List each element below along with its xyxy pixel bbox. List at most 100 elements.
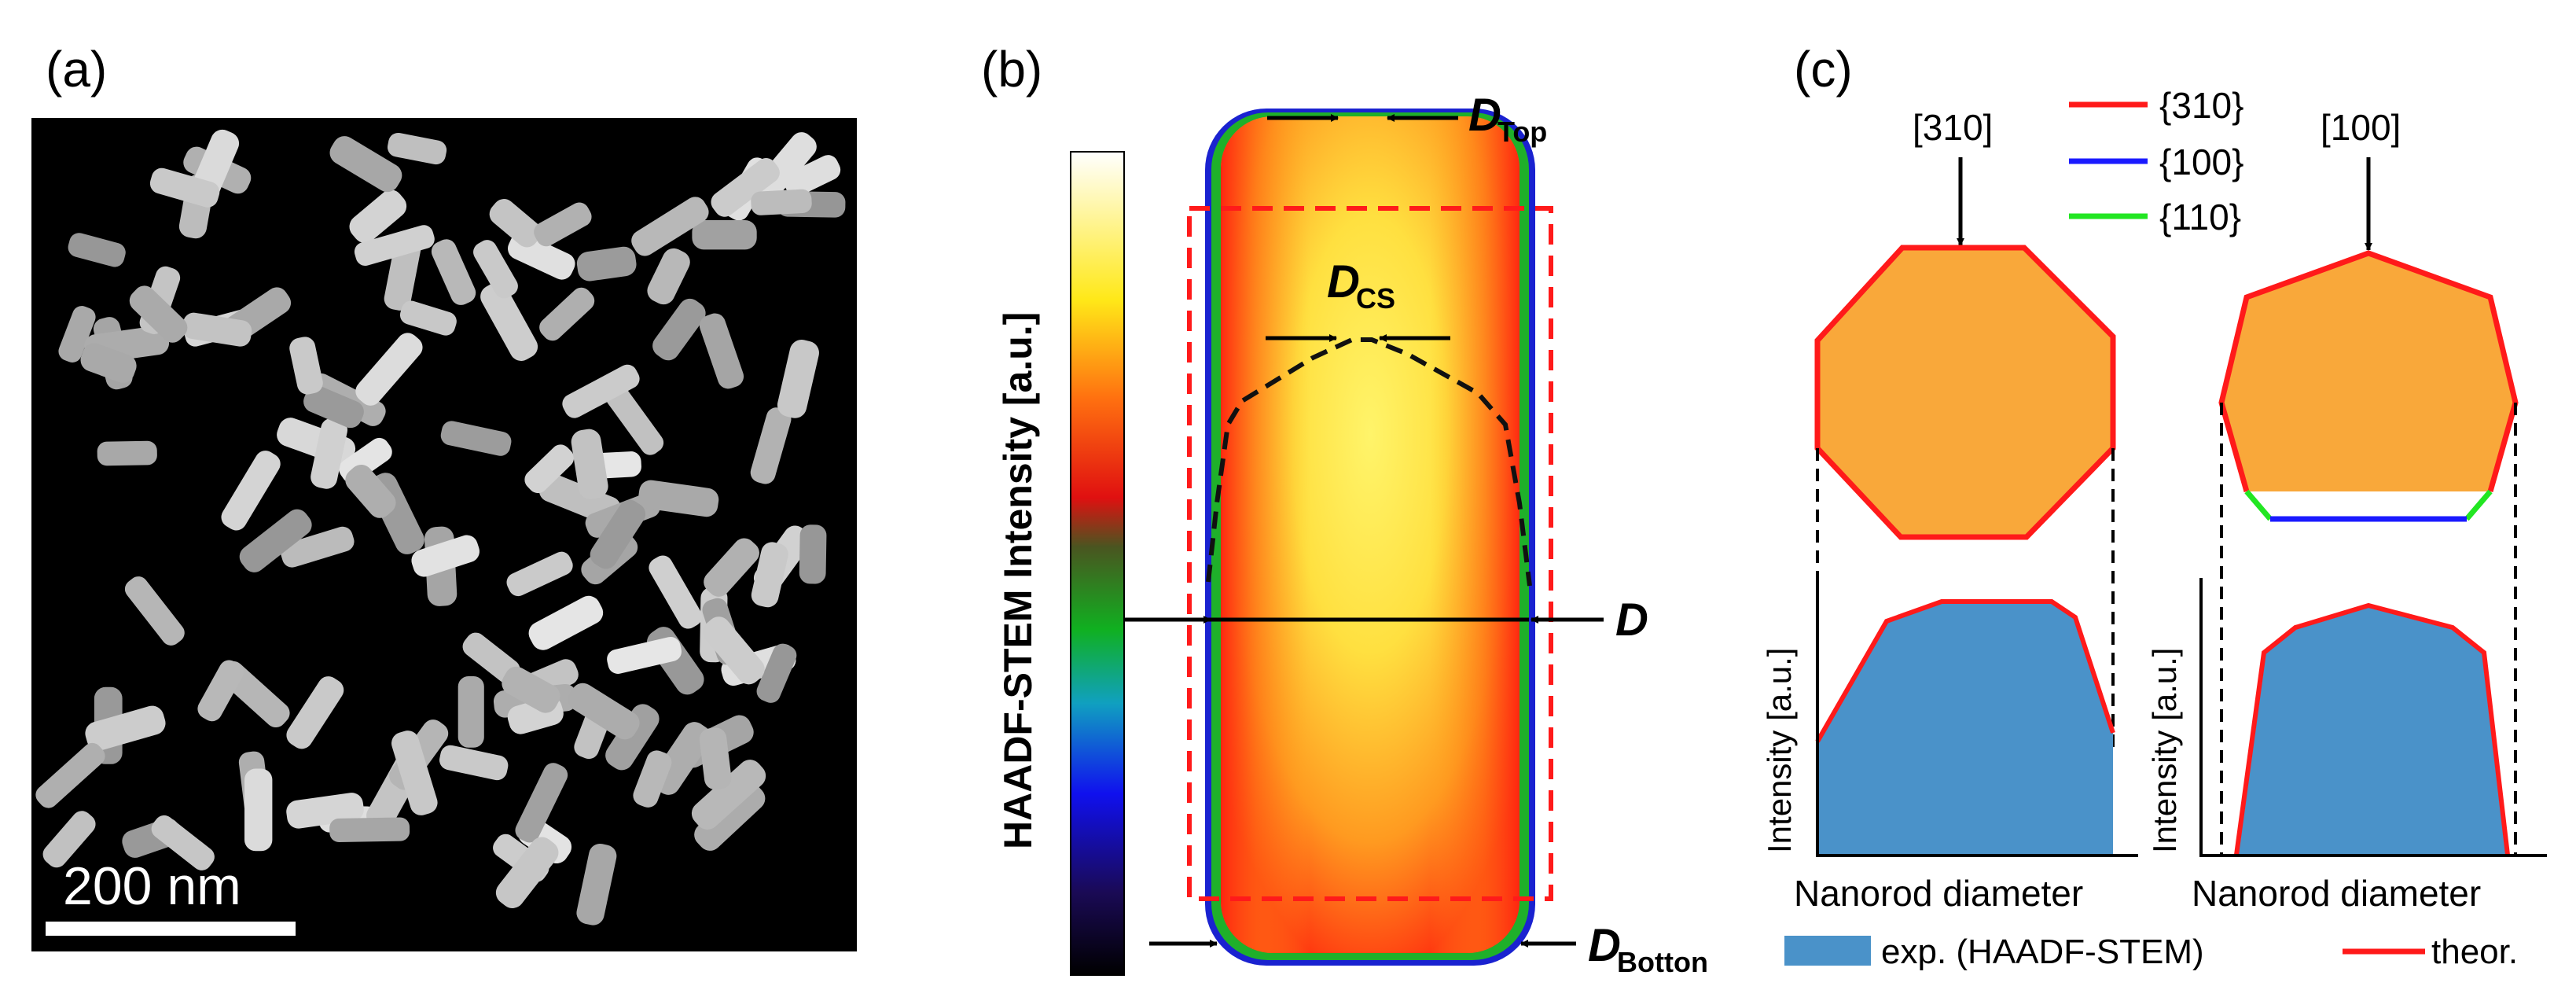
nanorod-heatmap — [1205, 109, 1535, 966]
profile-310-ylabel: Intensity [a.u.] — [1761, 648, 1798, 853]
nanorod — [699, 313, 744, 389]
dim-bottom-label: D — [1588, 920, 1621, 971]
nanorod — [239, 509, 312, 572]
octagon-310 — [1814, 245, 2116, 540]
nanorod — [524, 444, 575, 494]
cross-section-100: [100] — [2218, 107, 2519, 857]
nanorod — [197, 660, 244, 722]
nanorod — [349, 190, 407, 243]
dim-cs-sub: CS — [1356, 282, 1395, 315]
nanorod — [286, 676, 344, 749]
panel-b-label: (b) — [981, 41, 1042, 98]
nanorod — [85, 705, 166, 751]
dim-bottom: D Botton — [1149, 920, 1708, 978]
nanorod — [149, 167, 220, 208]
nanorod — [182, 312, 252, 347]
cross-section-310: [310] — [1814, 107, 2116, 747]
rod-side-shading — [1221, 116, 1520, 953]
red-dashed-region — [1187, 206, 1553, 901]
legend-exp-swatch — [1784, 936, 1871, 966]
nanorod — [704, 538, 759, 597]
nanorod — [387, 132, 447, 165]
nanorod — [756, 643, 797, 703]
cross-section-profile — [1206, 337, 1532, 587]
dim-top-sub: Top — [1497, 116, 1547, 148]
dim-cs-label: D — [1327, 256, 1360, 307]
nanorod — [568, 683, 640, 740]
nanorod — [691, 760, 766, 830]
direction-100-label: [100] — [2321, 107, 2401, 148]
nanorod — [576, 246, 637, 282]
nanorod — [750, 407, 792, 484]
nanorod — [439, 745, 509, 781]
nanorod — [703, 616, 765, 685]
nanorod — [799, 524, 827, 584]
profile-100-ylabel: Intensity [a.u.] — [2146, 648, 2183, 853]
nanorod — [151, 815, 215, 870]
nanorod — [638, 480, 719, 517]
nanorod — [458, 676, 484, 748]
profile-310-xlabel: Nanorod diameter — [1794, 873, 2083, 914]
scalebar-label: 200 nm — [63, 856, 241, 916]
nanorod — [440, 421, 512, 456]
nanorod — [473, 240, 518, 299]
nanorod — [354, 225, 435, 266]
panel-a: (a) 200 nm — [31, 41, 857, 951]
nanorod — [489, 199, 542, 248]
nanorod — [590, 499, 646, 569]
nanorod — [495, 837, 559, 908]
nanorod — [692, 220, 757, 250]
nanorod — [345, 464, 396, 518]
nanorod — [649, 555, 703, 629]
profile-legend: exp. (HAADF-STEM) theor. — [1784, 933, 2518, 971]
nanorod — [539, 287, 595, 341]
nanorod — [355, 333, 423, 406]
nanorod — [751, 189, 812, 215]
legend-100: {100} — [2159, 142, 2243, 182]
facet-legend: {310} {100} {110} — [2069, 85, 2243, 237]
dim-cs: D CS — [1266, 256, 1450, 342]
scalebar — [46, 922, 296, 936]
panel-c-label: (c) — [1794, 41, 1853, 98]
profile-310-exp — [1817, 602, 2113, 855]
nanorod — [329, 136, 402, 193]
nanorod — [221, 451, 281, 531]
nanorod — [694, 782, 766, 851]
nanorod — [411, 535, 480, 577]
nanorod — [129, 285, 188, 343]
nanorod — [42, 811, 96, 868]
nanorod — [751, 542, 788, 608]
nanorod — [777, 340, 819, 418]
profile-100-xlabel: Nanorod diameter — [2192, 873, 2481, 914]
dim-mid-label: D — [1615, 594, 1648, 646]
legend-110: {110} — [2159, 197, 2241, 237]
nanorod — [711, 158, 780, 217]
panel-a-label: (a) — [46, 41, 107, 98]
profile-310: Intensity [a.u.] Nanorod diameter — [1761, 578, 2138, 914]
direction-310-label: [310] — [1913, 107, 1993, 148]
profile-100-theor — [2234, 602, 2510, 856]
nanorods-image — [35, 129, 846, 926]
nanorod — [607, 636, 682, 674]
dim-mid: D — [1124, 594, 1648, 646]
nanorod — [528, 595, 604, 650]
nanorod — [68, 233, 126, 267]
nanorod — [534, 202, 592, 247]
nanorod — [431, 239, 476, 305]
nanorod — [58, 306, 96, 362]
nanorod — [571, 429, 608, 499]
colorbar-title: HAADF-STEM Intensity [a.u.] — [996, 312, 1040, 849]
nanorod — [631, 197, 709, 256]
nanorod — [605, 704, 660, 771]
nanorod — [124, 576, 185, 646]
nanorod — [462, 632, 520, 684]
dim-top-label: D — [1468, 90, 1501, 141]
nanorod — [35, 742, 105, 808]
dim-bottom-sub: Botton — [1617, 946, 1708, 978]
legend-exp-label: exp. (HAADF-STEM) — [1881, 933, 2204, 971]
heptagon-100 — [2221, 253, 2515, 491]
nanorod — [633, 750, 672, 808]
nanorod — [329, 817, 410, 842]
nanorod — [480, 282, 538, 361]
